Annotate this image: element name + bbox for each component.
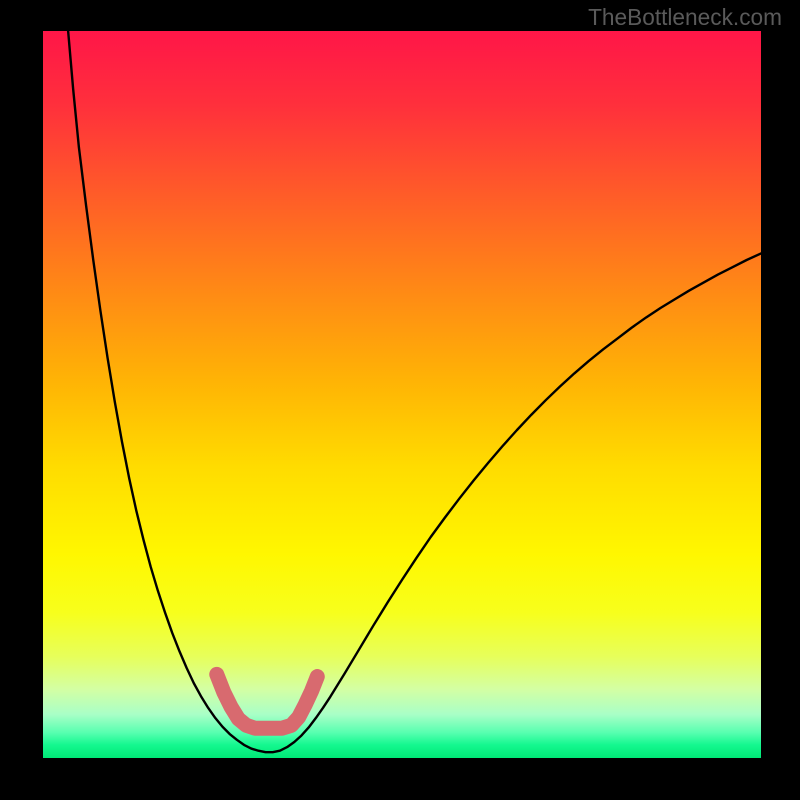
bottleneck-curve-chart xyxy=(43,31,761,758)
watermark-text: TheBottleneck.com xyxy=(588,4,782,31)
gradient-background xyxy=(43,31,761,758)
chart-svg xyxy=(43,31,761,758)
chart-container: TheBottleneck.com xyxy=(0,0,800,800)
